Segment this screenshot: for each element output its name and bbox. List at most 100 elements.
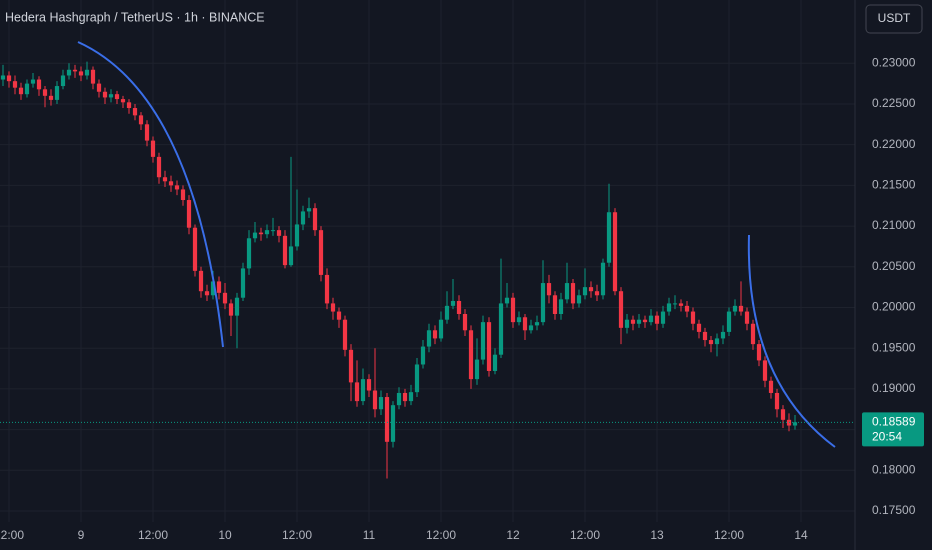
candle-body	[582, 287, 588, 296]
candle-body	[108, 94, 114, 98]
candle-body	[78, 71, 84, 76]
candle-body	[588, 287, 594, 292]
candle-body	[768, 380, 774, 393]
candle-body	[666, 303, 672, 312]
candle-body	[180, 189, 186, 201]
candles	[0, 61, 798, 479]
y-tick-label: 0.20500	[872, 259, 916, 273]
candle-body	[396, 392, 402, 406]
candle-body	[516, 317, 522, 323]
candle-body	[378, 397, 384, 410]
candle-body	[312, 208, 318, 231]
candle-body	[252, 232, 258, 239]
candle-body	[192, 227, 198, 271]
candle-body	[678, 303, 684, 306]
candle-body	[570, 283, 576, 304]
candle-body	[552, 295, 558, 314]
y-tick-label: 0.18000	[872, 462, 916, 476]
candle-body	[114, 94, 120, 100]
candle-body	[420, 346, 426, 365]
candle-body	[414, 364, 420, 393]
candle-body	[486, 322, 492, 371]
candle-body	[600, 262, 606, 296]
candle-body	[342, 319, 348, 350]
candle-body	[432, 330, 438, 339]
candle-body	[276, 230, 282, 236]
candle-body	[528, 325, 534, 331]
candle-body	[738, 305, 744, 312]
x-tick-label: 12:00	[570, 528, 600, 542]
candle-body	[48, 95, 54, 100]
candle-body	[462, 313, 468, 331]
candle-body	[558, 299, 564, 314]
candle-body	[6, 75, 12, 82]
candle-body	[228, 303, 234, 316]
x-tick-label: 14	[794, 528, 808, 542]
candle-body	[756, 344, 762, 361]
candle-body	[576, 295, 582, 304]
candle-body	[24, 83, 30, 95]
candle-body	[492, 354, 498, 371]
countdown-label: 20:54	[872, 430, 902, 444]
candle-body	[150, 140, 156, 157]
candle-body	[246, 238, 252, 269]
candle-body	[654, 315, 660, 324]
candle-body	[36, 79, 42, 90]
candle-body	[696, 323, 702, 332]
candle-body	[216, 281, 222, 293]
x-tick-label: 13	[650, 528, 664, 542]
x-tick-label: 12:00	[426, 528, 456, 542]
candle-body	[540, 283, 546, 323]
candle-body	[444, 305, 450, 320]
candle-body	[318, 230, 324, 275]
currency-button[interactable]	[865, 4, 923, 34]
candle-body	[0, 75, 6, 80]
candle-body	[336, 311, 342, 320]
candle-body	[534, 322, 540, 326]
candle-body	[642, 319, 648, 323]
axes: 0.175000.180000.185000.190000.195000.200…	[0, 55, 916, 542]
candle-body	[402, 392, 408, 402]
candle-body	[474, 359, 480, 380]
candle-body	[456, 300, 462, 314]
candle-body	[204, 291, 210, 296]
candle-body	[132, 108, 138, 116]
candle-body	[774, 392, 780, 410]
x-tick-label: 12	[506, 528, 520, 542]
candle-body	[546, 283, 552, 296]
y-tick-label: 0.19000	[872, 381, 916, 395]
drawing-arc	[747, 234, 836, 448]
candle-body	[468, 330, 474, 380]
candle-body	[684, 305, 690, 312]
candle-body	[450, 300, 456, 306]
y-tick-label: 0.21500	[872, 178, 916, 192]
chart-title: Hedera Hashgraph / TetherUS · 1h · BINAN…	[5, 10, 265, 24]
x-tick-label: 11	[363, 528, 376, 542]
candle-body	[792, 422, 798, 426]
candle-body	[324, 274, 330, 304]
candle-body	[744, 311, 750, 324]
candle-body	[210, 281, 216, 296]
candle-body	[648, 315, 654, 323]
currency-label[interactable]: USDT	[878, 11, 911, 25]
candle-body	[198, 270, 204, 292]
candle-body	[780, 409, 786, 420]
candle-body	[258, 232, 264, 235]
last-price-label: 0.18589	[872, 415, 916, 429]
candle-body	[222, 292, 228, 304]
candle-body	[264, 230, 270, 235]
x-tick-label: 12:00	[714, 528, 744, 542]
candle-body	[348, 349, 354, 383]
candle-body	[72, 69, 78, 72]
x-tick-label: 10	[218, 528, 232, 542]
candle-body	[360, 379, 366, 402]
candle-body	[660, 311, 666, 324]
candle-body	[408, 392, 414, 402]
candle-body	[186, 200, 192, 228]
candle-body	[174, 185, 180, 190]
candle-body	[282, 235, 288, 266]
x-tick-label: 12:00	[0, 528, 24, 542]
candle-body	[90, 69, 96, 84]
